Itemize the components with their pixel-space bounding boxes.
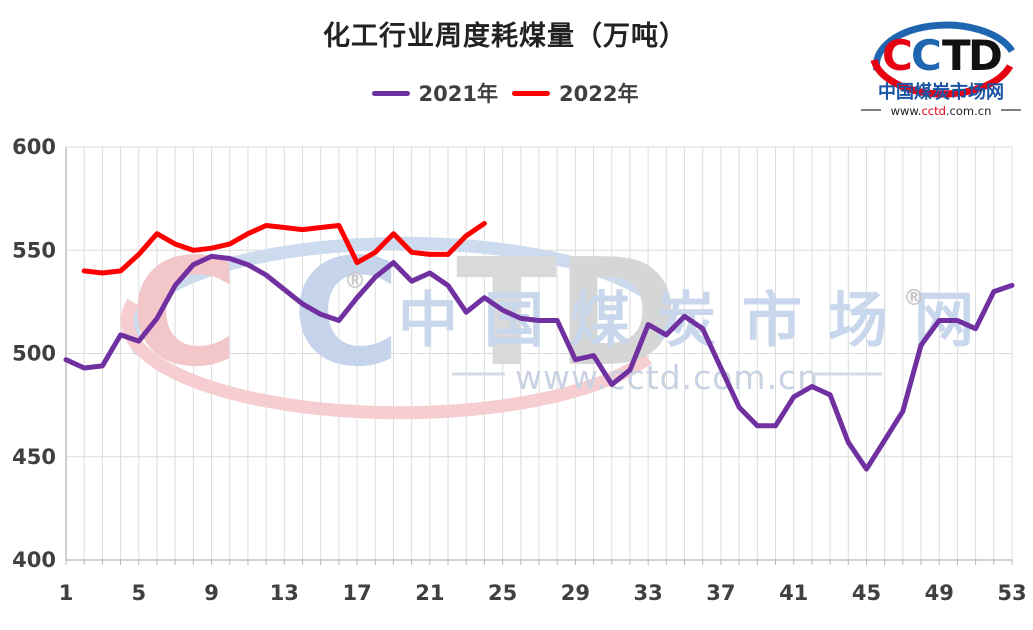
watermark-registered-icon: ® bbox=[344, 269, 366, 294]
gridlines bbox=[65, 146, 1013, 561]
logo-url-suffix: .com.cn bbox=[946, 104, 991, 118]
x-tick-label: 37 bbox=[706, 581, 735, 605]
x-tick-label: 13 bbox=[270, 581, 299, 605]
x-tick-label: 1 bbox=[59, 581, 74, 605]
logo-url: www.cctd.com.cn bbox=[891, 104, 992, 118]
legend-swatch-2021 bbox=[371, 90, 410, 96]
legend-item-2022: 2022年 bbox=[512, 78, 638, 108]
series-line-2022年 bbox=[81, 220, 487, 276]
logo-brand: C C T D bbox=[882, 31, 1003, 80]
x-tick-label: 5 bbox=[131, 581, 146, 605]
x-tick-label: 41 bbox=[779, 581, 808, 605]
watermark-site-name: 中国煤炭市场网 bbox=[398, 286, 1000, 356]
x-tick-label: 29 bbox=[561, 581, 590, 605]
x-tick-label: 49 bbox=[925, 581, 954, 605]
y-tick-label: 600 bbox=[12, 135, 56, 159]
logo-letter-2: C bbox=[911, 31, 942, 80]
x-tick-label: 53 bbox=[997, 581, 1026, 605]
legend-item-2021: 2021年 bbox=[371, 78, 498, 108]
series-lines bbox=[63, 220, 1015, 472]
logo-letter-3: T bbox=[942, 31, 971, 80]
y-tick-label: 500 bbox=[12, 342, 56, 366]
watermark-letter-1: C bbox=[130, 227, 247, 399]
y-tick-label: 550 bbox=[12, 238, 56, 262]
logo-letter-1: C bbox=[882, 31, 913, 80]
cctd-logo: C C T D 中国煤炭市场网 www.cctd.com.cn bbox=[861, 21, 1021, 118]
axis-labels: 400 450 500 550 600 1 5 9 13 17 21 25 29 33 37 41 45 49 53 bbox=[12, 135, 1026, 605]
x-tick-label: 9 bbox=[204, 581, 219, 605]
logo-blue-arc bbox=[872, 21, 1015, 71]
axes bbox=[65, 147, 1013, 565]
watermark-pink-arc bbox=[120, 298, 652, 420]
watermark-blue-arc bbox=[127, 236, 667, 356]
x-tick-label: 17 bbox=[342, 581, 371, 605]
series-line-2021年 bbox=[63, 253, 1015, 472]
chart-title: 化工行业周度耗煤量（万吨） bbox=[323, 21, 687, 52]
watermark-url: www.cctd.com.cn bbox=[515, 358, 819, 397]
x-tick-label: 33 bbox=[634, 581, 663, 605]
y-tick-label: 450 bbox=[12, 445, 56, 469]
watermark-registered-icon-2: ® bbox=[903, 286, 925, 311]
x-tick-label: 25 bbox=[488, 581, 517, 605]
x-tick-label: 45 bbox=[852, 581, 881, 605]
legend-label-2022: 2022年 bbox=[559, 82, 639, 106]
logo-site-name: 中国煤炭市场网 bbox=[878, 81, 1004, 103]
watermark-letter-4: D bbox=[556, 227, 687, 399]
y-tick-label: 400 bbox=[12, 548, 56, 572]
legend-swatch-2022 bbox=[512, 90, 550, 96]
logo-letter-4: D bbox=[968, 31, 1003, 80]
logo-url-prefix: www. bbox=[891, 104, 922, 118]
legend-label-2021: 2021年 bbox=[418, 82, 498, 106]
legend: 2021年 2022年 bbox=[0, 78, 1010, 108]
logo-url-brand: cctd bbox=[921, 104, 945, 118]
logo-red-arc bbox=[870, 58, 1014, 98]
watermark: C C T D ® 中国煤炭市场网 ® www.cctd.com.cn bbox=[120, 227, 1000, 420]
x-tick-label: 21 bbox=[415, 581, 444, 605]
